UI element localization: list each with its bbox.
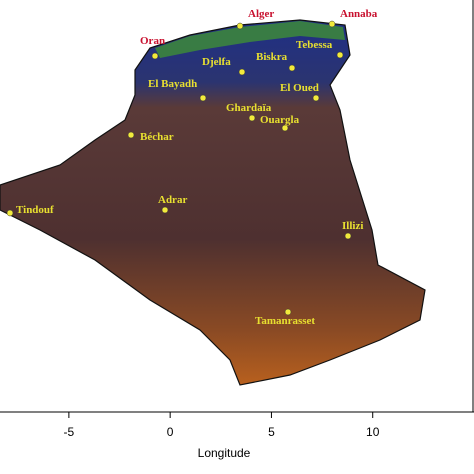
x-tick-label: 5 — [268, 425, 275, 439]
city-label: Biskra — [256, 51, 288, 63]
city-dot — [288, 64, 296, 72]
city-dot — [336, 51, 344, 59]
city-label: Oran — [140, 35, 165, 47]
x-tick-label: 10 — [366, 425, 380, 439]
coastal-relief — [155, 21, 345, 58]
city-label: Tebessa — [296, 39, 333, 51]
x-axis-label: Longitude — [198, 446, 251, 460]
city-label: Tamanrasset — [255, 315, 315, 327]
city-dot — [284, 308, 292, 316]
city-dot — [312, 94, 320, 102]
city-label: Illizi — [342, 220, 363, 232]
city-dot — [344, 232, 352, 240]
city-dot — [238, 68, 246, 76]
city-dot — [248, 114, 256, 122]
city-dot — [199, 94, 207, 102]
city-dot — [161, 206, 169, 214]
city-dot — [281, 124, 289, 132]
city-label: Ghardaïa — [226, 102, 272, 114]
city-dot — [151, 52, 159, 60]
city-label: Ouargla — [260, 114, 300, 126]
country-shape — [0, 19, 426, 386]
city-label: Annaba — [340, 8, 378, 20]
city-label: Tindouf — [16, 204, 54, 216]
city-label: Béchar — [140, 131, 174, 143]
city-label: Adrar — [158, 194, 187, 206]
city-dot — [236, 22, 244, 30]
city-label: Djelfa — [202, 56, 231, 68]
city-dot — [6, 209, 14, 217]
x-tick-label: -5 — [64, 425, 75, 439]
city-label: El Oued — [280, 82, 319, 94]
city-dot — [328, 20, 336, 28]
city-label: El Bayadh — [148, 78, 197, 90]
x-tick-label: 0 — [167, 425, 174, 439]
city-label: Alger — [248, 8, 274, 20]
city-dot — [127, 131, 135, 139]
